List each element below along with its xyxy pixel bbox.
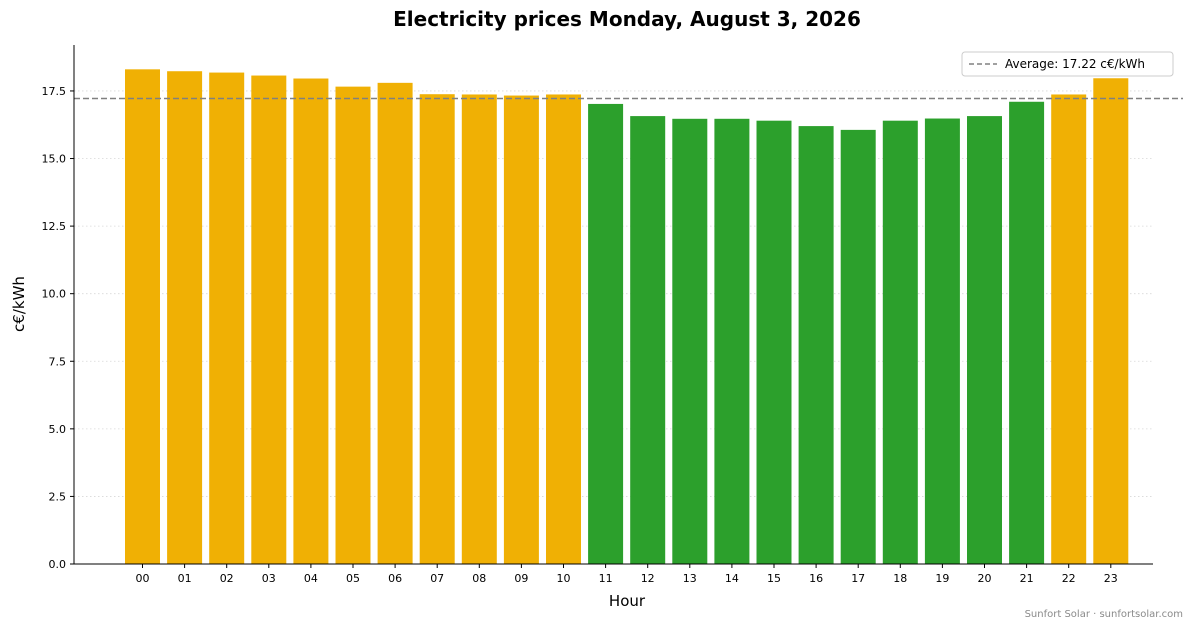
y-axis-label: c€/kWh bbox=[10, 276, 28, 332]
bar-hour-16 bbox=[798, 126, 834, 564]
y-tick-label: 12.5 bbox=[42, 220, 67, 233]
y-tick-label: 15.0 bbox=[42, 153, 67, 166]
x-tick-label: 21 bbox=[1020, 572, 1034, 585]
bar-hour-03 bbox=[251, 75, 287, 564]
bar-hour-10 bbox=[546, 94, 581, 564]
x-tick-label: 09 bbox=[514, 572, 528, 585]
bar-hour-12 bbox=[630, 116, 666, 564]
axes bbox=[73, 45, 1153, 565]
x-tick-label: 18 bbox=[893, 572, 907, 585]
x-tick-label: 16 bbox=[809, 572, 823, 585]
bar-hour-17 bbox=[840, 129, 876, 565]
bar-hour-09 bbox=[503, 95, 539, 565]
y-tick-label: 10.0 bbox=[42, 288, 67, 301]
y-tick-label: 5.0 bbox=[49, 423, 67, 436]
x-tick-label: 08 bbox=[472, 572, 486, 585]
bar-hour-20 bbox=[967, 116, 1002, 564]
legend-average-label: Average: 17.22 c€/kWh bbox=[1005, 57, 1145, 71]
x-tick-label: 14 bbox=[725, 572, 739, 585]
bar-hour-01 bbox=[167, 71, 203, 565]
bar-hour-08 bbox=[461, 94, 497, 564]
legend: Average: 17.22 c€/kWh bbox=[961, 51, 1174, 77]
x-tick-label: 22 bbox=[1062, 572, 1076, 585]
bar-hour-00 bbox=[125, 69, 160, 564]
x-tick-label: 13 bbox=[683, 572, 697, 585]
x-tick-label: 10 bbox=[557, 572, 571, 585]
footer-credit: Sunfort Solar · sunfortsolar.com bbox=[1025, 609, 1183, 620]
bar-hour-23 bbox=[1093, 78, 1129, 564]
bar-hour-21 bbox=[1009, 101, 1045, 564]
x-tick-label: 11 bbox=[599, 572, 613, 585]
bar-hour-13 bbox=[672, 118, 708, 564]
x-axis-label: Hour bbox=[609, 592, 646, 610]
y-tick-label: 7.5 bbox=[49, 355, 67, 368]
bar-hour-11 bbox=[588, 103, 624, 564]
x-tick-label: 17 bbox=[851, 572, 865, 585]
bar-hour-05 bbox=[335, 86, 371, 565]
bar-hour-19 bbox=[924, 118, 960, 565]
x-tick-label: 23 bbox=[1104, 572, 1118, 585]
bar-hour-06 bbox=[377, 82, 413, 564]
bar-hour-14 bbox=[714, 118, 750, 564]
x-tick-label: 15 bbox=[767, 572, 781, 585]
bar-hour-04 bbox=[293, 78, 329, 565]
y-tick-label: 2.5 bbox=[49, 490, 67, 503]
x-tick-label: 02 bbox=[220, 572, 234, 585]
chart-title: Electricity prices Monday, August 3, 202… bbox=[393, 7, 861, 31]
y-ticks: 0.0 2.5 5.0 7.5 10.0 12.5 15.0 17.5 bbox=[42, 85, 74, 571]
bar-hour-07 bbox=[419, 94, 455, 565]
y-tick-label: 17.5 bbox=[42, 85, 67, 98]
bars bbox=[125, 69, 1129, 565]
x-tick-label: 04 bbox=[304, 572, 318, 585]
bar-hour-15 bbox=[756, 120, 792, 564]
x-tick-label: 05 bbox=[346, 572, 360, 585]
x-ticks: 00 01 02 03 04 05 06 07 08 09 10 11 12 13 14 15 16 17 18 19… bbox=[136, 564, 1118, 585]
x-tick-label: 03 bbox=[262, 572, 276, 585]
x-tick-label: 06 bbox=[388, 572, 402, 585]
bar-hour-02 bbox=[209, 72, 245, 565]
x-tick-label: 20 bbox=[978, 572, 992, 585]
x-tick-label: 12 bbox=[641, 572, 655, 585]
y-tick-label: 0.0 bbox=[49, 558, 67, 571]
x-tick-label: 00 bbox=[136, 572, 150, 585]
bar-hour-22 bbox=[1051, 94, 1087, 564]
bar-hour-18 bbox=[882, 120, 918, 564]
legend-box bbox=[961, 51, 1174, 77]
x-tick-label: 19 bbox=[935, 572, 949, 585]
x-tick-label: 07 bbox=[430, 572, 444, 585]
x-tick-label: 01 bbox=[178, 572, 192, 585]
